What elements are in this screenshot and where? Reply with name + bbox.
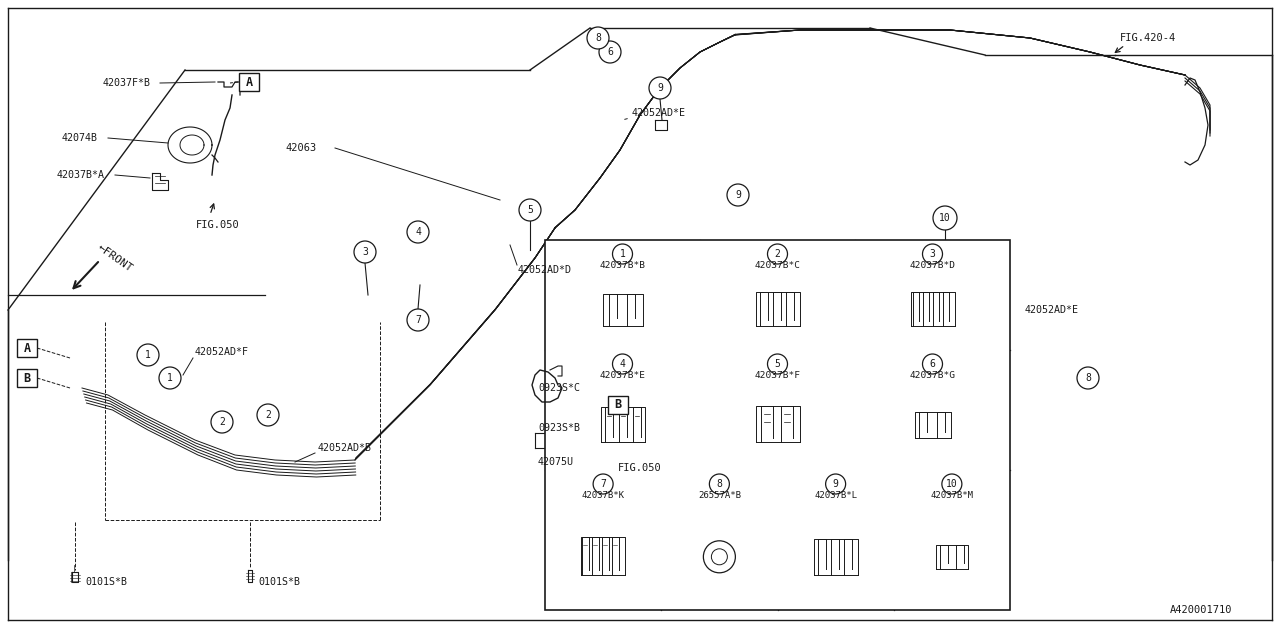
Text: 42075U: 42075U — [538, 457, 573, 467]
Circle shape — [727, 184, 749, 206]
Text: 42037B*L: 42037B*L — [814, 492, 858, 500]
Text: 9: 9 — [833, 479, 838, 489]
Text: 42037F*B: 42037F*B — [102, 78, 151, 88]
Text: 6: 6 — [929, 359, 936, 369]
Text: 42052AD*E: 42052AD*E — [1025, 305, 1079, 315]
Text: 1: 1 — [168, 373, 173, 383]
Circle shape — [211, 411, 233, 433]
Text: 5: 5 — [527, 205, 532, 215]
Circle shape — [613, 244, 632, 264]
Text: 9: 9 — [657, 83, 663, 93]
Text: 10: 10 — [946, 479, 957, 489]
Circle shape — [613, 354, 632, 374]
Text: 42037B*B: 42037B*B — [599, 262, 645, 271]
Text: 0923S*C: 0923S*C — [538, 383, 580, 393]
Text: 42037B*C: 42037B*C — [754, 262, 800, 271]
Text: 42052AD*F: 42052AD*F — [195, 347, 250, 357]
Bar — [17, 369, 37, 387]
Circle shape — [159, 367, 180, 389]
Text: 2: 2 — [265, 410, 271, 420]
Circle shape — [649, 77, 671, 99]
Circle shape — [923, 354, 942, 374]
Text: 42037B*G: 42037B*G — [910, 371, 955, 381]
Circle shape — [518, 199, 541, 221]
Circle shape — [709, 474, 730, 494]
Text: 42037B*A: 42037B*A — [58, 170, 105, 180]
Text: 42052AD*B: 42052AD*B — [317, 443, 372, 453]
Text: 2: 2 — [219, 417, 225, 427]
Text: 8: 8 — [1085, 373, 1091, 383]
Text: 5: 5 — [774, 359, 781, 369]
Text: 42037B*M: 42037B*M — [931, 492, 973, 500]
Text: 1: 1 — [145, 350, 151, 360]
Bar — [239, 73, 259, 91]
Text: 9: 9 — [735, 190, 741, 200]
Text: 6: 6 — [607, 47, 613, 57]
Circle shape — [599, 41, 621, 63]
Circle shape — [355, 241, 376, 263]
Text: 8: 8 — [595, 33, 600, 43]
Text: 2: 2 — [774, 249, 781, 259]
Circle shape — [593, 474, 613, 494]
Text: 0101S*B: 0101S*B — [259, 577, 300, 587]
Circle shape — [933, 206, 957, 230]
Bar — [545, 240, 1010, 610]
Circle shape — [768, 244, 787, 264]
Circle shape — [407, 221, 429, 243]
Text: ←FRONT: ←FRONT — [95, 243, 134, 274]
Text: 0101S*B: 0101S*B — [84, 577, 127, 587]
Text: 42037B*D: 42037B*D — [910, 262, 955, 271]
Text: 4: 4 — [415, 227, 421, 237]
Text: FIG.420-4: FIG.420-4 — [1120, 33, 1176, 43]
Text: 3: 3 — [929, 249, 936, 259]
Text: B: B — [614, 399, 622, 412]
Text: 42052AD*E: 42052AD*E — [632, 108, 686, 118]
Text: 1: 1 — [620, 249, 626, 259]
Circle shape — [588, 27, 609, 49]
Text: 42052AD*D: 42052AD*D — [518, 265, 572, 275]
Text: B: B — [23, 371, 31, 385]
Circle shape — [257, 404, 279, 426]
Circle shape — [1076, 367, 1100, 389]
Circle shape — [942, 474, 961, 494]
Text: 7: 7 — [415, 315, 421, 325]
Text: FIG.050: FIG.050 — [618, 463, 662, 473]
Text: 7: 7 — [600, 479, 605, 489]
Text: A: A — [23, 342, 31, 355]
Text: 26557A*B: 26557A*B — [698, 492, 741, 500]
Circle shape — [923, 244, 942, 264]
Text: 4: 4 — [620, 359, 626, 369]
Text: 0923S*B: 0923S*B — [538, 423, 580, 433]
Circle shape — [768, 354, 787, 374]
Text: A: A — [246, 76, 252, 88]
Circle shape — [826, 474, 846, 494]
Text: 3: 3 — [362, 247, 367, 257]
Text: FIG.050: FIG.050 — [196, 220, 239, 230]
Circle shape — [137, 344, 159, 366]
Text: 10: 10 — [940, 213, 951, 223]
Text: 42074B: 42074B — [61, 133, 99, 143]
Text: 42063: 42063 — [285, 143, 316, 153]
Text: 42037B*F: 42037B*F — [754, 371, 800, 381]
Text: 42037B*E: 42037B*E — [599, 371, 645, 381]
Text: A420001710: A420001710 — [1170, 605, 1233, 615]
Bar — [608, 396, 628, 414]
Text: 42037B*K: 42037B*K — [581, 492, 625, 500]
Text: 8: 8 — [717, 479, 722, 489]
Circle shape — [407, 309, 429, 331]
Bar — [17, 339, 37, 357]
